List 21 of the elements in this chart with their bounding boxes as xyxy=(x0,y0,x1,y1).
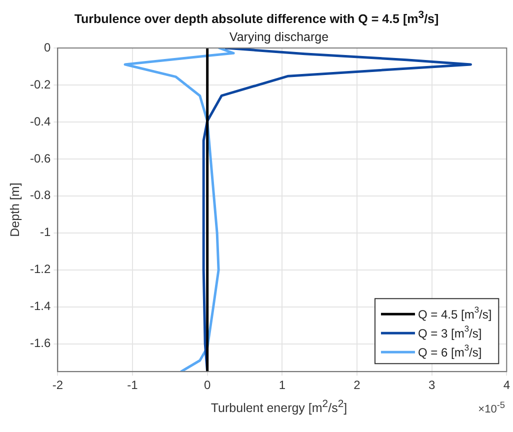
x-tick-label: 0 xyxy=(204,378,211,392)
x-tick-label: 4 xyxy=(503,378,510,392)
y-tick-label: -1.4 xyxy=(30,299,51,314)
x-tick-label: -1 xyxy=(127,378,138,392)
y-tick-label: -1.6 xyxy=(30,336,51,350)
x-tick-label: 2 xyxy=(354,378,361,392)
y-tick-label: -1.2 xyxy=(30,262,51,276)
y-tick-label: -0.8 xyxy=(30,188,51,202)
x-tick-label: 3 xyxy=(428,378,436,392)
chart-title: Turbulence over depth absolute difference with Q = 4.5 [m$^{3}$/s] xyxy=(73,10,440,26)
y-tick-label: -0.2 xyxy=(30,77,51,92)
x-tick-label: 1 xyxy=(278,378,286,392)
x-tick-label: -2 xyxy=(52,378,64,392)
y-tick-label: -0.4 xyxy=(30,114,51,128)
y-axis-title: Depth [m] xyxy=(8,182,22,237)
text: ×10$^{-5}$ xyxy=(478,400,505,416)
chart-subtitle: Varying discharge xyxy=(229,30,329,44)
y-tick-label: -0.6 xyxy=(30,151,51,166)
x-axis-title: Turbulent energy [m$^{2}$/s$^{2}$] xyxy=(210,399,348,416)
y-tick-label: -1 xyxy=(40,225,51,240)
y-tick-label: 0 xyxy=(44,40,51,54)
